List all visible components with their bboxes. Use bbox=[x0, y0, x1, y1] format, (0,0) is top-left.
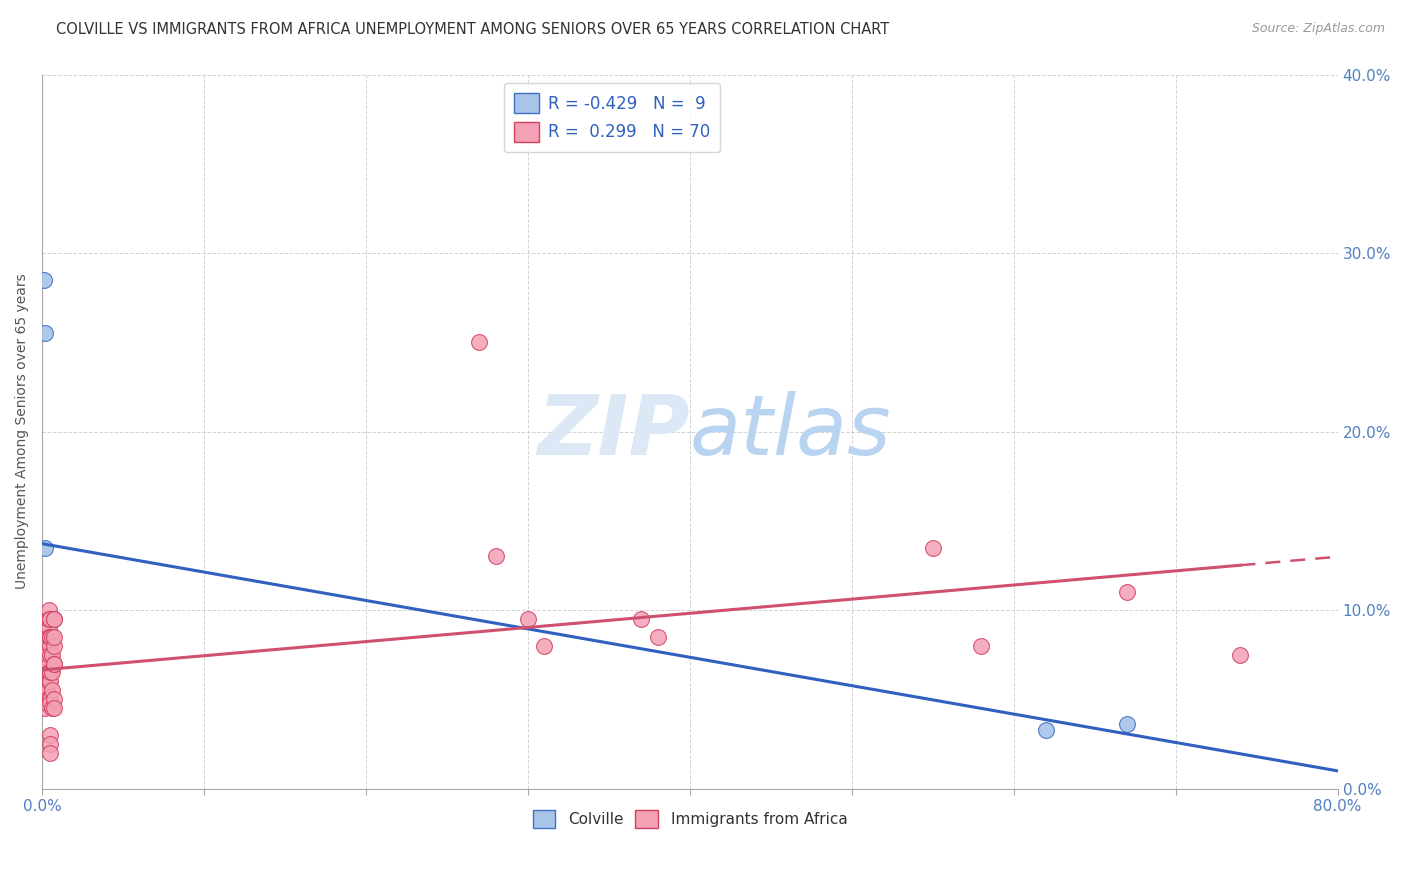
Point bbox=[38, 630, 60, 644]
Point bbox=[38, 621, 60, 635]
Point bbox=[34, 541, 56, 555]
Point bbox=[35, 674, 58, 689]
Point bbox=[35, 621, 58, 635]
Text: ZIP: ZIP bbox=[537, 391, 690, 472]
Point bbox=[39, 630, 62, 644]
Text: COLVILLE VS IMMIGRANTS FROM AFRICA UNEMPLOYMENT AMONG SENIORS OVER 65 YEARS CORR: COLVILLE VS IMMIGRANTS FROM AFRICA UNEMP… bbox=[56, 22, 890, 37]
Point bbox=[921, 541, 943, 555]
Legend: Colville, Immigrants from Africa: Colville, Immigrants from Africa bbox=[526, 804, 853, 834]
Point bbox=[42, 657, 65, 671]
Point bbox=[1229, 648, 1251, 662]
Point bbox=[970, 639, 993, 653]
Text: Source: ZipAtlas.com: Source: ZipAtlas.com bbox=[1251, 22, 1385, 36]
Point bbox=[35, 639, 58, 653]
Point bbox=[34, 648, 56, 662]
Point bbox=[38, 657, 60, 671]
Point bbox=[42, 692, 65, 706]
Point bbox=[32, 273, 55, 287]
Point bbox=[41, 701, 63, 715]
Point bbox=[38, 603, 60, 617]
Point bbox=[34, 657, 56, 671]
Point bbox=[34, 326, 56, 341]
Point bbox=[41, 648, 63, 662]
Point bbox=[34, 683, 56, 698]
Point bbox=[34, 648, 56, 662]
Point bbox=[34, 701, 56, 715]
Point bbox=[42, 657, 65, 671]
Point bbox=[32, 660, 55, 674]
Point bbox=[39, 692, 62, 706]
Point bbox=[42, 612, 65, 626]
Point bbox=[32, 689, 55, 703]
Point bbox=[34, 653, 56, 667]
Point bbox=[468, 335, 491, 350]
Point bbox=[484, 549, 506, 564]
Point bbox=[32, 674, 55, 689]
Point bbox=[32, 671, 55, 685]
Point bbox=[34, 660, 56, 674]
Point bbox=[42, 639, 65, 653]
Point bbox=[34, 665, 56, 680]
Point bbox=[630, 612, 652, 626]
Point bbox=[42, 612, 65, 626]
Point bbox=[38, 612, 60, 626]
Point bbox=[38, 665, 60, 680]
Point bbox=[39, 674, 62, 689]
Point bbox=[35, 692, 58, 706]
Point bbox=[41, 665, 63, 680]
Point bbox=[39, 728, 62, 742]
Point bbox=[39, 665, 62, 680]
Point bbox=[34, 692, 56, 706]
Point bbox=[39, 648, 62, 662]
Point bbox=[517, 612, 540, 626]
Point bbox=[32, 683, 55, 698]
Point bbox=[42, 630, 65, 644]
Point bbox=[42, 701, 65, 715]
Point bbox=[35, 630, 58, 644]
Point bbox=[39, 746, 62, 760]
Point bbox=[39, 696, 62, 710]
Point bbox=[38, 692, 60, 706]
Point bbox=[35, 696, 58, 710]
Point bbox=[39, 612, 62, 626]
Point bbox=[533, 639, 555, 653]
Y-axis label: Unemployment Among Seniors over 65 years: Unemployment Among Seniors over 65 years bbox=[15, 274, 30, 590]
Point bbox=[38, 674, 60, 689]
Point bbox=[32, 692, 55, 706]
Point bbox=[35, 660, 58, 674]
Point bbox=[41, 630, 63, 644]
Point bbox=[32, 665, 55, 680]
Point bbox=[1035, 723, 1057, 737]
Point bbox=[34, 696, 56, 710]
Point bbox=[35, 648, 58, 662]
Point bbox=[34, 689, 56, 703]
Point bbox=[1116, 717, 1139, 731]
Point bbox=[1116, 585, 1139, 599]
Point bbox=[35, 683, 58, 698]
Point bbox=[41, 683, 63, 698]
Point bbox=[647, 630, 669, 644]
Point bbox=[34, 678, 56, 692]
Point bbox=[34, 671, 56, 685]
Point bbox=[32, 678, 55, 692]
Point bbox=[35, 660, 58, 674]
Text: atlas: atlas bbox=[690, 391, 891, 472]
Point bbox=[39, 737, 62, 751]
Point bbox=[39, 639, 62, 653]
Point bbox=[39, 665, 62, 680]
